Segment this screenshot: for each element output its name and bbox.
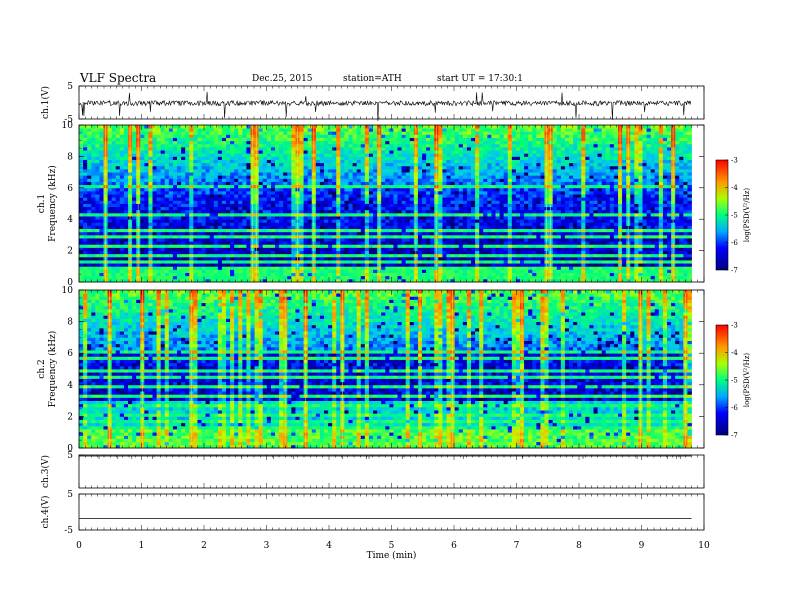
ch3-axis-label: ch.3(V) — [40, 455, 51, 488]
ch1-ytick-label: 5 — [67, 82, 73, 92]
s1-channel-label: ch.1 — [37, 194, 47, 213]
s1-frequency-label: Frequency (kHz) — [47, 165, 58, 242]
s1-colorbar-tick: -3 — [731, 157, 738, 165]
s1-ytick-label: 2 — [67, 247, 73, 257]
s1-colorbar-tick: -4 — [731, 184, 738, 192]
time-tick-label: 4 — [326, 541, 332, 551]
start-time-label: start UT = 17:30:1 — [437, 74, 523, 84]
chart-title: VLF Spectra — [80, 71, 157, 85]
time-tick-label: 5 — [389, 541, 395, 551]
time-axis-label: Time (min) — [367, 550, 417, 561]
s1-colorbar-tick: -6 — [731, 239, 738, 247]
s2-colorbar-tick: -4 — [731, 349, 738, 357]
date-label: Dec.25, 2015 — [252, 74, 313, 84]
s2-channel-label: ch.2 — [37, 359, 47, 378]
s2-colorbar-tick: -6 — [731, 404, 738, 412]
s1-colorbar-label: log(PSD(V²/Hz) — [743, 188, 751, 243]
s2-ytick-label: 0 — [67, 444, 73, 454]
ch4-axis-label: ch.4(V) — [40, 496, 51, 529]
s2-frequency-label: Frequency (kHz) — [47, 331, 58, 408]
s2-colorbar-tick: -5 — [731, 377, 738, 385]
s2-colorbar-tick: -3 — [731, 322, 738, 330]
s1-colorbar-tick: -5 — [731, 212, 738, 220]
s2-ytick-label: 10 — [62, 286, 74, 296]
time-tick-label: 9 — [639, 541, 645, 551]
waveform-layer — [78, 91, 692, 519]
s1-colorbar-tick: -7 — [731, 267, 738, 275]
s1-ytick-label: 8 — [67, 152, 73, 162]
time-tick-label: 8 — [576, 541, 582, 551]
s2-ytick-label: 2 — [67, 412, 73, 422]
station-label: station=ATH — [343, 74, 402, 84]
time-tick-label: 1 — [139, 541, 145, 551]
s2-ytick-label: 4 — [67, 381, 73, 391]
time-tick-label: 6 — [451, 541, 457, 551]
time-tick-label: 3 — [264, 541, 270, 551]
s2-ytick-label: 6 — [67, 349, 73, 359]
time-tick-label: 0 — [76, 541, 82, 551]
s2-ytick-label: 8 — [67, 318, 73, 328]
ch4-frame — [78, 493, 705, 531]
s1-ytick-label: 0 — [67, 278, 73, 288]
ch4-ytick-label: -5 — [64, 526, 73, 536]
ch3-ytick-label: 5 — [67, 451, 73, 461]
time-tick-label: 10 — [698, 541, 710, 551]
time-tick-label: 7 — [514, 541, 520, 551]
ch1-spectrogram — [79, 125, 692, 283]
s1-ytick-label: 6 — [67, 184, 73, 194]
ch1-ytick-label: -5 — [64, 115, 73, 125]
ch2-spectrogram — [79, 290, 692, 449]
time-tick-label: 2 — [201, 541, 207, 551]
ch4-ytick-label: 5 — [67, 490, 73, 500]
ch1-axis-label: ch.1(V) — [40, 86, 51, 119]
s2-colorbar-tick: -7 — [731, 432, 738, 440]
s1-ytick-label: 4 — [67, 215, 73, 225]
s2-colorbar-label: log(PSD(V²/Hz) — [743, 353, 751, 408]
s1-ytick-label: 10 — [62, 121, 74, 131]
ch1-waveform — [78, 91, 692, 122]
axes-layer — [78, 85, 729, 531]
